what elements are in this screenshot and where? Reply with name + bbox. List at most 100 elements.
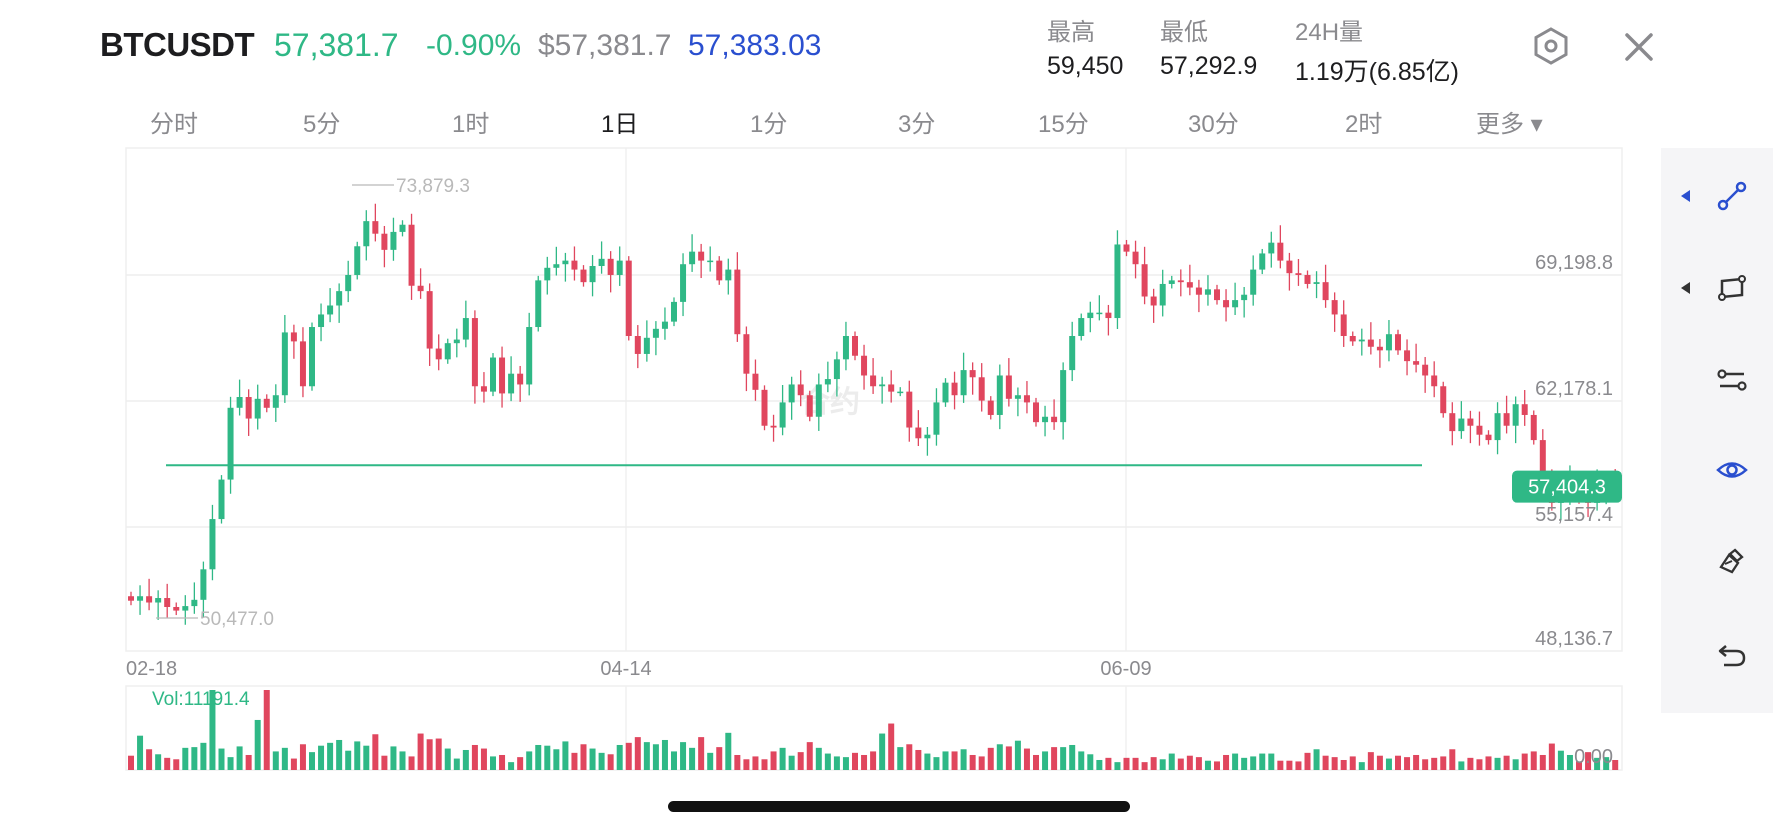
candle (480, 372, 487, 403)
candle (1340, 300, 1347, 347)
volume-bar (833, 756, 840, 770)
candle (806, 390, 813, 422)
volume-bar (1295, 761, 1302, 770)
candle (1367, 322, 1374, 355)
volume-bar (815, 747, 822, 770)
tab-more[interactable]: 更多 ▾ (1476, 111, 1543, 138)
volume-bar (1530, 751, 1537, 770)
y-tick-label: 62,178.1 (1535, 378, 1613, 400)
drawing-toolbar (1661, 148, 1773, 713)
volume-bar (761, 759, 768, 770)
volume-bar (290, 758, 297, 770)
volume-bar (1594, 757, 1601, 770)
candle (417, 268, 424, 299)
tab-15m[interactable]: 15分 (1038, 111, 1089, 138)
candle (1349, 331, 1356, 346)
rectangle-tool[interactable] (1661, 258, 1773, 318)
trend-line-icon (1717, 181, 1747, 211)
candle (354, 241, 361, 280)
candle (761, 385, 768, 431)
change-percent: -0.90% (426, 29, 522, 62)
volume-bar (897, 747, 904, 770)
volume-bar (236, 746, 243, 770)
candle (200, 561, 207, 618)
candle (444, 338, 451, 364)
candle (879, 376, 886, 404)
volume-bar (1548, 743, 1555, 770)
volume-bar (1078, 751, 1085, 770)
candle (634, 325, 641, 369)
tab-2h[interactable]: 2时 (1345, 111, 1383, 138)
candle (1440, 381, 1447, 418)
volume-bar (978, 756, 985, 770)
volume-bar (1223, 754, 1230, 770)
tab-3m[interactable]: 3分 (898, 111, 936, 138)
candle (1177, 269, 1184, 297)
tab-fenshi[interactable]: 分时 (150, 111, 198, 138)
y-tick-label: 55,157.4 (1535, 504, 1613, 526)
volume-bar (888, 723, 895, 770)
y-tick-label: 48,136.7 (1535, 628, 1613, 650)
volume-bar (1494, 757, 1501, 770)
candle (1358, 328, 1365, 356)
candle (1304, 270, 1311, 289)
candle (435, 334, 442, 371)
candle (1485, 430, 1492, 445)
volume-bar (1286, 760, 1293, 770)
volume-bar (209, 690, 216, 770)
volume-bar (1096, 759, 1103, 770)
volume-bar (480, 748, 487, 770)
volume-bar (879, 733, 886, 770)
mark-price: 57,383.03 (688, 29, 822, 62)
visibility-tool[interactable] (1661, 440, 1773, 500)
candle (607, 251, 614, 293)
volume-bar (299, 744, 306, 770)
x-tick-label: 02-18 (126, 658, 177, 680)
tab-1d[interactable]: 1日 (601, 111, 639, 138)
tab-5m[interactable]: 5分 (303, 111, 341, 138)
stat-low-label: 最低 (1160, 19, 1208, 46)
last-price: 57,381.7 (274, 27, 399, 63)
volume-bar (562, 741, 569, 770)
candle (245, 389, 252, 436)
undo-tool[interactable] (1661, 624, 1773, 684)
settings-hexagon-icon[interactable] (1531, 26, 1571, 66)
volume-bar (770, 751, 777, 770)
volume-bar (471, 744, 478, 770)
parallel-lines-tool[interactable] (1661, 350, 1773, 410)
close-icon[interactable] (1622, 30, 1658, 66)
low-marker: 50,477.0 (200, 609, 274, 630)
stat-high-label: 最高 (1047, 19, 1095, 46)
volume-bar (861, 754, 868, 770)
volume-bar (1422, 759, 1429, 770)
candle (318, 303, 325, 342)
volume-bar (671, 751, 677, 770)
volume-bar (707, 752, 714, 770)
symbol-name[interactable]: BTCUSDT (100, 26, 255, 63)
volume-bar (734, 754, 741, 770)
volume-bar (1060, 747, 1067, 770)
trend-line-tool[interactable] (1661, 166, 1773, 226)
candle (743, 326, 750, 392)
candle (155, 590, 162, 620)
candle (254, 384, 261, 430)
volume-bar (1413, 754, 1420, 770)
volume-bar (462, 749, 469, 770)
current-price-tag[interactable]: 57,404.3 (1512, 470, 1622, 503)
candle (128, 591, 134, 606)
volume-bar (417, 733, 424, 770)
tab-1m[interactable]: 1分 (750, 111, 788, 138)
candle (996, 364, 1003, 430)
tab-30m[interactable]: 30分 (1188, 111, 1239, 138)
x-tick-label: 04-14 (600, 658, 651, 680)
expand-arrow-icon (1681, 190, 1690, 202)
volume-bar (272, 751, 279, 770)
volume-bar (155, 754, 162, 770)
eraser-tool[interactable] (1661, 532, 1773, 592)
volume-bar (661, 739, 668, 770)
high-marker: 73,879.3 (396, 176, 470, 197)
tab-1h[interactable]: 1时 (452, 111, 490, 138)
volume-bar (933, 757, 940, 770)
candle (1467, 410, 1474, 444)
